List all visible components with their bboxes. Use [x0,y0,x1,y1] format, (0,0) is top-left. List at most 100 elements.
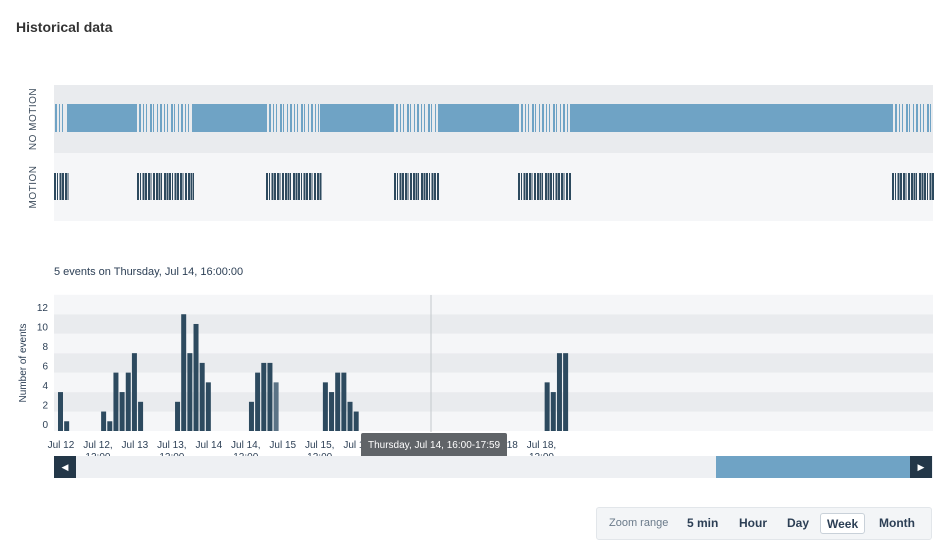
y-tick-label: 8 [42,342,48,353]
histogram-bar[interactable] [193,323,199,431]
histogram-bar[interactable] [248,401,254,431]
histogram-bar[interactable] [353,411,359,431]
motion-stripe [182,173,184,200]
no-motion-stripe [318,104,319,132]
no-motion-block [438,104,519,132]
no-motion-stripe [528,104,529,132]
histogram-bar[interactable] [131,353,137,431]
navigator-window[interactable] [716,456,912,478]
histogram-bar[interactable] [58,392,63,431]
histogram-bar[interactable] [556,353,562,431]
motion-stripe [279,173,281,200]
motion-stripe [423,173,426,200]
y-tick-label: 2 [42,401,48,412]
histogram-bar[interactable] [199,362,205,431]
no-motion-stripe [153,104,154,132]
histogram-bar[interactable] [255,372,261,431]
motion-stripe [287,173,290,200]
motion-stripe [531,173,533,200]
histogram-bar[interactable] [329,392,335,431]
histogram-bar[interactable] [107,421,113,431]
y-tick-label: 4 [42,381,48,392]
x-tick-label: Jul 18, [527,440,556,451]
histogram-bar[interactable] [550,392,556,431]
motion-stripe [274,173,276,200]
no-motion-stripe [304,104,305,132]
histogram-bar[interactable] [101,411,107,431]
histogram-bar[interactable] [347,401,353,431]
histogram-bar[interactable] [138,401,144,431]
no-motion-stripe [311,104,313,132]
motion-stripe [306,173,308,200]
x-tick-label: Jul 12 [48,440,75,451]
zoom-hour-button[interactable]: Hour [739,516,767,530]
motion-stripe [293,173,295,200]
motion-stripe [180,173,182,200]
x-tick-label: Jul 15, [305,440,334,451]
histogram-bar[interactable] [205,382,211,431]
motion-stripe [174,173,177,200]
motion-timeline: NO MOTION MOTION [28,85,934,221]
motion-stripe [271,173,274,200]
motion-stripe [282,173,284,200]
zoom-5min-button[interactable]: 5 min [687,516,719,530]
motion-stripe [410,173,412,200]
histogram-bar[interactable] [544,382,550,431]
y-tick-label: 0 [42,420,48,431]
histogram-bar[interactable] [64,421,70,431]
no-motion-stripe [276,104,277,132]
zoom-month-button[interactable]: Month [879,516,915,530]
histogram-bar[interactable] [267,362,273,431]
no-motion-stripe [294,104,295,132]
histogram-bar[interactable] [187,353,193,431]
no-motion-stripe [535,104,536,132]
motion-segments [54,173,934,200]
no-motion-stripe [301,104,303,132]
histogram-bar[interactable] [175,401,181,431]
no-motion-stripe [553,104,555,132]
no-motion-stripe [139,104,141,132]
motion-stripe [148,173,150,200]
histogram-bar[interactable] [113,372,119,431]
navigator-track[interactable] [54,456,933,478]
motion-stripe [929,173,932,200]
motion-stripe [317,173,319,200]
no-motion-block [194,104,267,132]
grid-band [54,333,933,354]
motion-stripe [558,173,560,200]
x-tick-label: Jul 15 [269,440,296,451]
motion-stripe [172,173,173,200]
navigator-left-button[interactable]: ◀ [54,456,76,478]
no-motion-stripe [930,104,931,132]
no-motion-stripe [403,104,404,132]
no-motion-stripe [546,104,547,132]
motion-stripe [927,173,928,200]
no-motion-stripe [895,104,897,132]
motion-stripe [266,173,268,200]
zoom-day-button[interactable]: Day [787,516,810,530]
histogram-bar[interactable] [125,372,131,431]
motion-stripe [62,173,64,200]
histogram-bar[interactable] [261,362,267,431]
histogram-bar[interactable] [563,353,569,431]
motion-stripe [295,173,298,200]
motion-stripe [150,173,152,200]
histogram-bar[interactable] [181,314,187,431]
motion-stripe [563,173,565,200]
histogram-bar[interactable] [322,382,328,431]
motion-stripe [911,173,913,200]
histogram-bar[interactable] [119,392,125,431]
motion-stripe [402,173,404,200]
motion-stripe [142,173,145,200]
zoom-week-button[interactable]: Week [820,513,866,534]
histogram-bar[interactable] [273,382,279,431]
no-motion-stripe [421,104,422,132]
y-tick-label: 10 [37,323,49,334]
histogram-bar[interactable] [335,372,341,431]
zoom-range-label: Zoom range [609,517,669,529]
histogram-bar[interactable] [341,372,347,431]
motion-stripe [166,173,169,200]
motion-stripe [301,173,302,200]
navigator-right-button[interactable]: ▶ [910,456,932,478]
motion-stripe [892,173,894,200]
